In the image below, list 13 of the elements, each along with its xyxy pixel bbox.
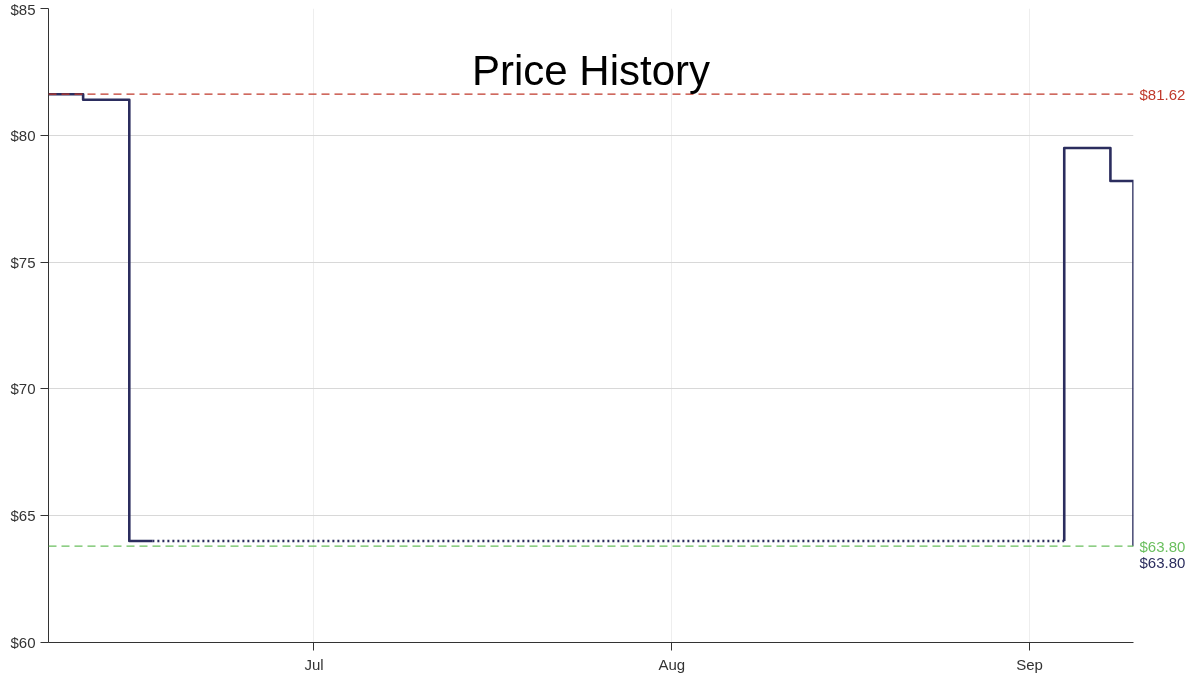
y-tick-label: $65: [10, 507, 36, 525]
ref-line-label: $63.80: [1139, 537, 1186, 555]
ref-line-label: $81.62: [1139, 85, 1186, 103]
x-tick-label: Sep: [1016, 655, 1043, 673]
x-tick-label: Aug: [658, 655, 686, 673]
y-tick-label: $80: [10, 126, 36, 144]
y-tick-label: $75: [10, 253, 36, 271]
text: Price History: [471, 47, 711, 94]
x-tick-label: Jul: [304, 655, 324, 673]
y-tick-label: $85: [10, 0, 36, 18]
annotation: $63.80: [1139, 553, 1186, 571]
y-tick-label: $60: [10, 634, 36, 651]
y-tick-label: $70: [10, 380, 36, 398]
